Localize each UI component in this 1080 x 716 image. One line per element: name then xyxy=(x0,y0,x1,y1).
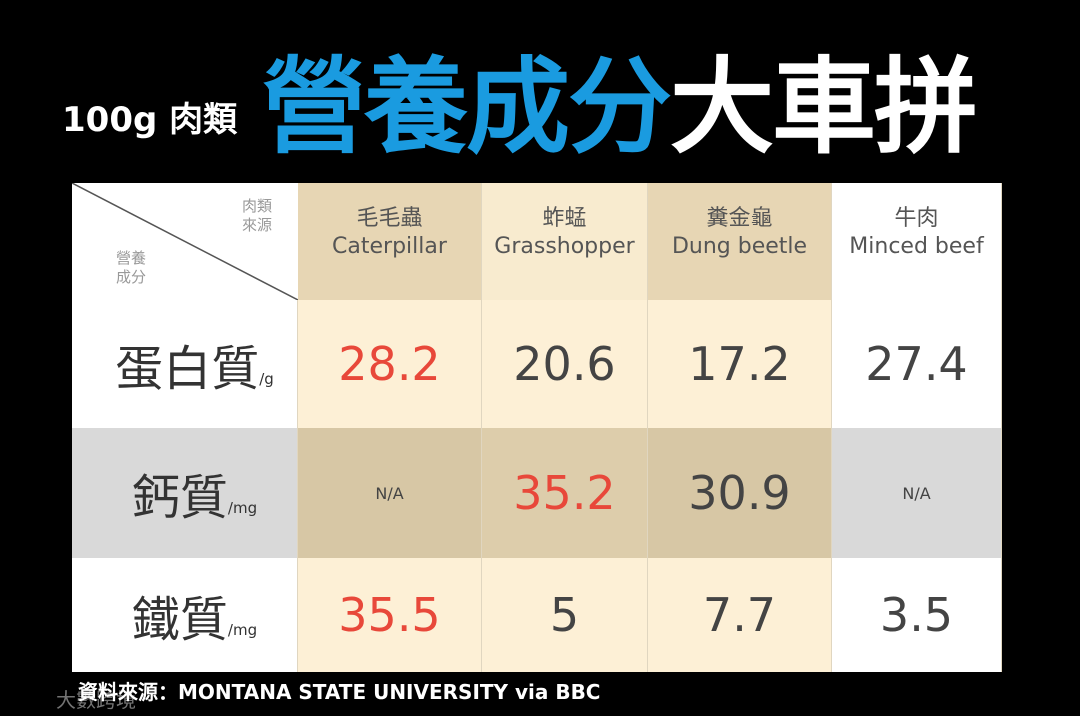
column-name-zh: 蚱蜢 xyxy=(542,206,587,231)
column-name-zh: 毛毛蟲 xyxy=(356,206,423,231)
table-cell: 7.7 xyxy=(648,558,832,672)
watermark: 大數跨境 xyxy=(56,688,136,712)
table-cell: 5 xyxy=(482,558,648,672)
corner-bottom-line: 營養 xyxy=(116,249,147,267)
column-header: 毛毛蟲 Caterpillar xyxy=(298,183,482,300)
title-blue: 營養成分 xyxy=(262,46,672,168)
title-white: 大車拼 xyxy=(670,46,978,168)
corner-top: 肉類 來源 xyxy=(242,197,272,235)
row-unit: /mg xyxy=(227,621,258,639)
column-name-en: Minced beef xyxy=(849,234,984,259)
row-unit: /mg xyxy=(227,499,258,517)
row-label: 鐵質/mg xyxy=(72,558,298,672)
table-cell: 30.9 xyxy=(648,428,832,558)
column-header: 蚱蜢 Grasshopper xyxy=(482,183,648,300)
table-cell: 35.2 xyxy=(482,428,648,558)
corner-bottom: 營養 成分 xyxy=(116,249,146,287)
row-label-text: 鐵質 xyxy=(131,592,228,648)
column-name-en: Dung beetle xyxy=(671,234,808,259)
corner-bottom-line: 成分 xyxy=(116,268,147,286)
row-label: 鈣質/mg xyxy=(72,428,298,558)
column-name-zh: 牛肉 xyxy=(894,206,939,231)
table: 肉類 來源 營養 成分 毛毛蟲 Caterpillar 蚱蜢 Grasshopper 糞金龜… xyxy=(72,183,1002,672)
table-cell: N/A xyxy=(832,428,1002,558)
source: 資料來源：MONTANA STATE UNIVERSITY via BBC xyxy=(78,680,601,704)
title-prefix: 100g 肉類 xyxy=(62,100,238,140)
row-label: 蛋白質/g xyxy=(72,300,298,428)
table-cell: 20.6 xyxy=(482,300,648,428)
column-name-en: Caterpillar xyxy=(332,234,447,259)
table-cell: 17.2 xyxy=(648,300,832,428)
column-name-en: Grasshopper xyxy=(494,234,635,259)
row-label-text: 蛋白質 xyxy=(115,341,260,397)
column-header: 糞金龜 Dung beetle xyxy=(648,183,832,300)
title: 營養成分大車拼 xyxy=(262,22,978,173)
corner-top-line: 肉類 xyxy=(241,197,272,215)
row-label-text: 鈣質 xyxy=(131,470,228,526)
column-header: 牛肉 Minced beef xyxy=(832,183,1002,300)
corner-diagonal xyxy=(72,183,298,300)
table-cell: 3.5 xyxy=(832,558,1002,672)
corner-top-line: 來源 xyxy=(241,216,272,234)
table-cell: N/A xyxy=(298,428,482,558)
table-cell: 27.4 xyxy=(832,300,1002,428)
column-name-zh: 糞金龜 xyxy=(706,206,773,231)
row-unit: /g xyxy=(259,370,274,388)
table-cell: 35.5 xyxy=(298,558,482,672)
table-cell: 28.2 xyxy=(298,300,482,428)
